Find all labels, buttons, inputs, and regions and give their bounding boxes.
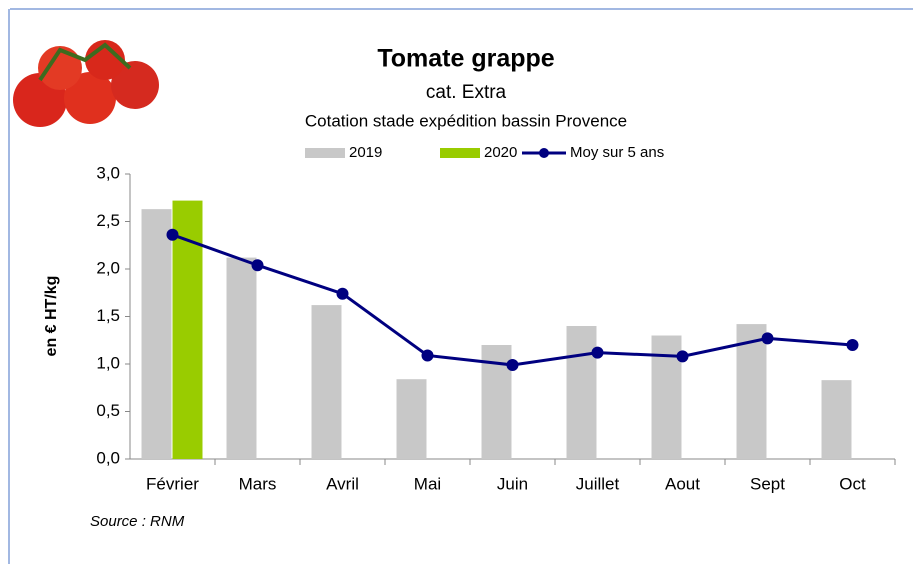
chart-description: Cotation stade expédition bassin Provenc… [305, 111, 627, 130]
y-tick-label: 1,0 [96, 353, 120, 372]
line-marker [421, 349, 434, 362]
x-tick-label: Juin [497, 474, 528, 493]
x-tick-label: Avril [326, 474, 359, 493]
x-tick-label: Mai [414, 474, 441, 493]
bar [141, 209, 172, 459]
x-tick-label: Oct [839, 474, 866, 493]
y-axis-label: en € HT/kg [43, 276, 60, 357]
bar [736, 324, 767, 459]
y-tick-label: 0,0 [96, 448, 120, 467]
legend-swatch [440, 148, 480, 158]
legend-label: 2019 [349, 144, 382, 161]
line-marker [761, 332, 774, 345]
legend-swatch [539, 148, 549, 158]
line-marker [336, 287, 349, 300]
line-marker [676, 350, 689, 363]
x-tick-label: Juillet [576, 474, 620, 493]
line-marker [591, 346, 604, 359]
legend-label: 2020 [484, 144, 517, 161]
tomato-image [13, 40, 159, 127]
bar [226, 257, 257, 459]
y-tick-label: 2,0 [96, 258, 120, 277]
bar [821, 380, 852, 459]
x-tick-label: Sept [750, 474, 785, 493]
line-marker [846, 339, 859, 351]
line-marker [251, 259, 264, 272]
bar [396, 379, 427, 459]
y-tick-label: 3,0 [96, 163, 120, 182]
x-tick-label: Aout [665, 474, 700, 493]
y-tick-label: 1,5 [96, 306, 120, 325]
bar [311, 305, 342, 459]
x-tick-label: Mars [239, 474, 277, 493]
source: Source : RNM [90, 513, 185, 530]
chart-title: Tomate grappe [377, 45, 554, 73]
y-tick-label: 2,5 [96, 211, 120, 230]
legend-swatch [305, 148, 345, 158]
x-tick-label: Février [146, 474, 199, 493]
line-marker [506, 358, 519, 371]
legend-label: Moy sur 5 ans [570, 144, 664, 161]
bar [566, 326, 597, 459]
line-marker [166, 228, 179, 241]
y-tick-label: 0,5 [96, 401, 120, 420]
chart-subtitle: cat. Extra [426, 82, 507, 103]
